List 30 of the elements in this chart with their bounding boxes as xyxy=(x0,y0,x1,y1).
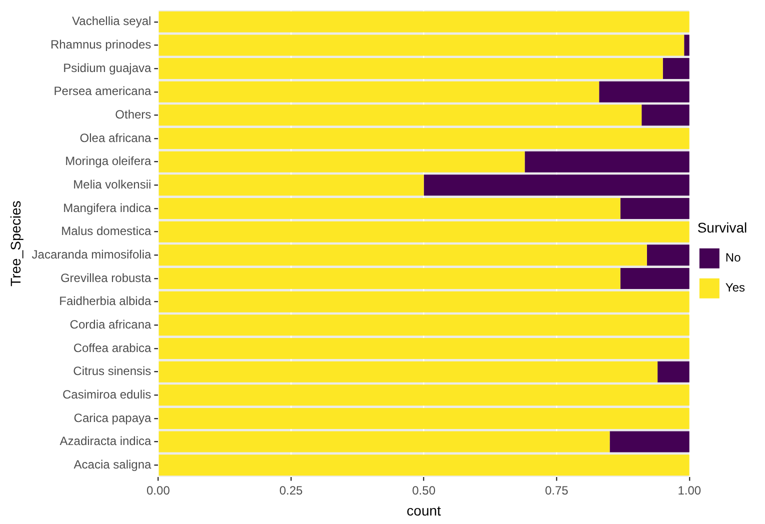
y-tick-label: Jacaranda mimosifolia xyxy=(32,247,152,262)
y-tick-label: Azadiracta indica xyxy=(60,434,152,448)
y-tick-label: Others xyxy=(115,107,152,122)
legend-label: No xyxy=(725,250,742,265)
y-axis-title: Tree_Species xyxy=(7,200,24,286)
y-tick-label: Olea africana xyxy=(80,130,152,145)
y-tick-label: Melia volkensii xyxy=(73,177,152,192)
y-tick-label: Mangifera indica xyxy=(63,200,152,215)
legend-label: Yes xyxy=(725,280,745,295)
y-tick-label: Carica papaya xyxy=(74,410,152,425)
x-axis-title: count xyxy=(406,502,442,518)
legend-title: Survival xyxy=(697,219,748,236)
y-tick-label: Persea americana xyxy=(54,84,152,98)
y-tick-label: Psidium guajava xyxy=(63,60,152,75)
y-tick-label: Coffea arabica xyxy=(73,340,152,355)
x-tick-label: 0.25 xyxy=(279,483,303,498)
y-tick-label: Moringa oleifera xyxy=(65,154,152,168)
x-tick-label: 1.00 xyxy=(678,483,702,498)
y-tick-label: Casimiroa edulis xyxy=(62,387,152,402)
y-tick-label: Acacia saligna xyxy=(74,457,152,472)
y-tick-label: Grevillea robusta xyxy=(60,270,152,285)
x-tick-label: 0.50 xyxy=(412,483,436,498)
y-tick-label: Faidherbia albida xyxy=(59,294,152,308)
y-tick-label: Rhamnus prinodes xyxy=(50,38,152,52)
x-tick-label: 0.00 xyxy=(146,483,170,498)
y-tick-label: Malus domestica xyxy=(61,224,152,238)
y-tick-label: Citrus sinensis xyxy=(73,364,152,378)
y-tick-label: Vachellia seyal xyxy=(72,14,152,28)
y-tick-label: Cordia africana xyxy=(70,317,152,332)
x-tick-label: 0.75 xyxy=(544,483,569,498)
